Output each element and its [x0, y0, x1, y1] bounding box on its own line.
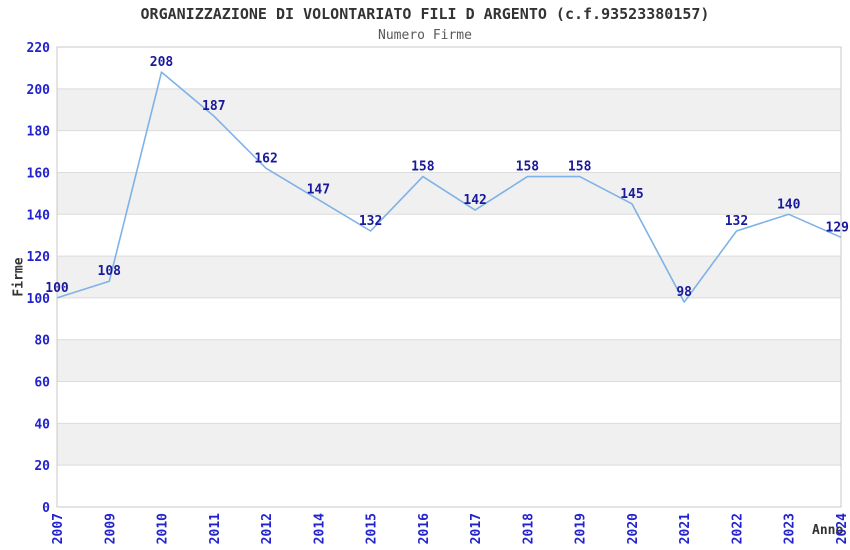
x-tick-label: 2007 [51, 513, 66, 544]
x-tick-label: 2022 [730, 513, 745, 544]
y-tick-label: 220 [27, 41, 51, 56]
data-label: 158 [411, 160, 435, 175]
y-tick-label: 80 [34, 334, 50, 349]
data-label: 158 [568, 160, 592, 175]
x-axis-title: Anno [812, 523, 844, 538]
data-label: 100 [45, 281, 69, 296]
x-tick-label: 2020 [626, 513, 641, 544]
data-label: 142 [463, 193, 486, 208]
x-tick-label: 2010 [156, 513, 171, 544]
series-line [56, 71, 842, 303]
y-tick-label: 140 [27, 208, 51, 223]
x-tick-label: 2021 [678, 513, 693, 544]
data-label: 162 [254, 151, 277, 166]
y-tick-label: 40 [34, 417, 50, 432]
x-tick-label: 2023 [783, 513, 798, 544]
x-tick-label: 2018 [521, 513, 536, 544]
y-tick-label: 20 [34, 459, 50, 474]
data-label: 145 [620, 187, 643, 202]
x-tick-label: 2016 [417, 513, 432, 544]
x-tick-label: 2024 [835, 513, 850, 544]
plot-band [57, 339, 841, 382]
x-tick-label: 2015 [365, 513, 380, 544]
data-label: 108 [98, 264, 122, 279]
x-tick-label: 2011 [208, 513, 223, 544]
data-label: 98 [676, 285, 692, 300]
y-tick-label: 180 [27, 125, 51, 140]
data-label: 140 [777, 197, 801, 212]
y-axis-title: Firme [11, 257, 27, 297]
data-label: 129 [826, 220, 849, 235]
data-label: 147 [307, 183, 330, 198]
plot-band [57, 256, 841, 298]
y-tick-label: 120 [27, 250, 51, 265]
y-tick-label: 60 [34, 376, 50, 391]
x-tick-label: 2019 [574, 513, 589, 544]
y-tick-label: 0 [42, 501, 50, 516]
y-tick-label: 160 [27, 166, 51, 181]
plot-band [57, 423, 841, 466]
y-tick-label: 100 [27, 292, 51, 307]
plot-band [57, 88, 841, 131]
x-tick-label: 2014 [312, 513, 327, 544]
data-label: 132 [359, 214, 382, 229]
data-label: 132 [725, 214, 748, 229]
y-tick-label: 200 [27, 83, 51, 98]
data-label: 158 [516, 160, 540, 175]
plot-frame [56, 46, 842, 508]
chart-title: ORGANIZZAZIONE DI VOLONTARIATO FILI D AR… [140, 5, 710, 23]
chart-subtitle: Numero Firme [378, 28, 472, 43]
data-label: 208 [150, 55, 174, 70]
x-tick-label: 2009 [103, 513, 118, 544]
x-tick-label: 2012 [260, 513, 275, 544]
data-label: 187 [202, 99, 225, 114]
x-tick-label: 2017 [469, 513, 484, 544]
